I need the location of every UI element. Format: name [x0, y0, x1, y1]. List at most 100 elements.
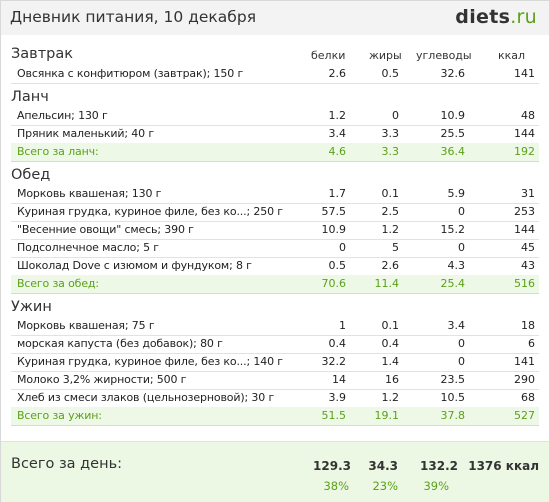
carbs-value: 0 [458, 337, 465, 350]
food-name: "Весенние овощи" смесь; 390 г [17, 223, 194, 236]
kcal-value: 68 [521, 391, 535, 404]
food-name: Шоколад Dove с изюмом и фундуком; 8 г [17, 259, 252, 272]
fat-total: 3.3 [381, 145, 400, 158]
protein-total: 70.6 [321, 277, 347, 290]
day-carbs-total: 132.2 [420, 459, 458, 473]
kcal-value: 144 [514, 223, 535, 236]
day-fat-total: 34.3 [368, 459, 398, 473]
carbs-total: 36.4 [440, 145, 466, 158]
carbs-total: 37.8 [440, 409, 466, 422]
total-row-dinner: Всего за обед: 70.6 11.4 25.4 516 [11, 275, 539, 294]
carbs-value: 5.9 [447, 187, 466, 200]
fat-value: 0.1 [381, 187, 400, 200]
table-row: Подсолнечное масло; 5 г 0 5 0 45 [11, 239, 539, 258]
kcal-value: 6 [528, 337, 535, 350]
fat-value: 5 [392, 241, 399, 254]
table-row: Овсянка с конфитюром (завтрак); 150 г 2.… [11, 65, 539, 84]
total-row-supper: Всего за ужин: 51.5 19.1 37.8 527 [11, 407, 539, 426]
food-name: Пряник маленький; 40 г [17, 127, 154, 140]
column-header-protein: белки [311, 49, 346, 62]
table-row: Куриная грудка, куриное филе, без ко...;… [11, 203, 539, 222]
carbs-value: 10.9 [440, 109, 466, 122]
fat-value: 2.5 [381, 205, 400, 218]
food-name: Хлеб из смеси злаков (цельнозерновой); 3… [17, 391, 275, 404]
protein-value: 1.7 [328, 187, 347, 200]
total-row-lunch: Всего за ланч: 4.6 3.3 36.4 192 [11, 143, 539, 162]
protein-value: 0 [339, 241, 346, 254]
carbs-value: 25.5 [440, 127, 466, 140]
page-title: Дневник питания, 10 декабря [10, 8, 257, 26]
protein-value: 2.6 [328, 67, 347, 80]
section-title-lunch: Ланч [11, 89, 49, 105]
total-label: Всего за обед: [17, 277, 99, 290]
fat-value: 1.2 [381, 391, 400, 404]
carbs-value: 0 [458, 205, 465, 218]
table-row: Шоколад Dove с изюмом и фундуком; 8 г 0.… [11, 257, 539, 276]
food-name: Морковь квашеная; 130 г [17, 187, 162, 200]
carbs-value: 4.3 [447, 259, 466, 272]
carbs-value: 3.4 [447, 319, 466, 332]
kcal-total: 516 [514, 277, 535, 290]
fat-value: 2.6 [381, 259, 400, 272]
logo-main: diets [455, 6, 511, 28]
kcal-value: 31 [521, 187, 535, 200]
column-header-kcal: ккал [498, 49, 526, 62]
fat-value: 0 [392, 109, 399, 122]
food-name: Апельсин; 130 г [17, 109, 108, 122]
table-row: Молоко 3,2% жирности; 500 г 14 16 23.5 2… [11, 371, 539, 390]
food-name: Куриная грудка, куриное филе, без ко...;… [17, 205, 283, 218]
food-name: морская капуста (без добавок); 80 г [17, 337, 223, 350]
day-total-label: Всего за день: [11, 456, 123, 472]
table-row: Апельсин; 130 г 1.2 0 10.9 48 [11, 107, 539, 126]
food-name: Морковь квашеная; 75 г [17, 319, 155, 332]
fat-value: 0.5 [381, 67, 400, 80]
day-kcal-total: 1376 ккал [468, 459, 539, 473]
protein-value: 1 [339, 319, 346, 332]
food-name: Овсянка с конфитюром (завтрак); 150 г [17, 67, 244, 80]
column-header-carbs: углеводы [416, 49, 472, 62]
protein-value: 57.5 [321, 205, 347, 218]
kcal-value: 290 [514, 373, 535, 386]
fat-value: 1.4 [381, 355, 400, 368]
day-protein-percent: 38% [323, 479, 349, 493]
header-bar: Дневник питания, 10 декабря diets.ru [1, 1, 549, 35]
carbs-value: 10.5 [440, 391, 466, 404]
kcal-value: 253 [514, 205, 535, 218]
protein-value: 32.2 [321, 355, 347, 368]
site-logo[interactable]: diets.ru [455, 6, 537, 28]
table-row: Морковь квашеная; 130 г 1.7 0.1 5.9 31 [11, 185, 539, 204]
day-protein-total: 129.3 [313, 459, 351, 473]
kcal-value: 141 [514, 355, 535, 368]
protein-value: 1.2 [328, 109, 347, 122]
logo-tld: .ru [510, 6, 537, 28]
kcal-value: 18 [521, 319, 535, 332]
table-row: морская капуста (без добавок); 80 г 0.4 … [11, 335, 539, 354]
protein-value: 0.5 [328, 259, 347, 272]
fat-value: 16 [385, 373, 399, 386]
section-title-breakfast: Завтрак [11, 46, 74, 62]
day-total-panel: Всего за день: 129.3 34.3 132.2 1376 кка… [1, 441, 549, 502]
table-row: "Весенние овощи" смесь; 390 г 10.9 1.2 1… [11, 221, 539, 240]
kcal-value: 48 [521, 109, 535, 122]
kcal-value: 45 [521, 241, 535, 254]
day-fat-percent: 23% [372, 479, 398, 493]
fat-value: 0.4 [381, 337, 400, 350]
fat-total: 11.4 [374, 277, 400, 290]
carbs-value: 15.2 [440, 223, 466, 236]
kcal-value: 141 [514, 67, 535, 80]
carbs-value: 0 [458, 241, 465, 254]
carbs-value: 23.5 [440, 373, 466, 386]
table-row: Морковь квашеная; 75 г 1 0.1 3.4 18 [11, 317, 539, 336]
table-row: Куриная грудка, куриное филе, без ко...;… [11, 353, 539, 372]
food-name: Подсолнечное масло; 5 г [17, 241, 159, 254]
kcal-total: 527 [514, 409, 535, 422]
protein-total: 51.5 [321, 409, 347, 422]
kcal-total: 192 [514, 145, 535, 158]
kcal-value: 144 [514, 127, 535, 140]
section-title-supper: Ужин [11, 299, 52, 315]
protein-value: 14 [332, 373, 346, 386]
table-row: Хлеб из смеси злаков (цельнозерновой); 3… [11, 389, 539, 408]
protein-value: 3.4 [328, 127, 347, 140]
column-header-fat: жиры [369, 49, 402, 62]
